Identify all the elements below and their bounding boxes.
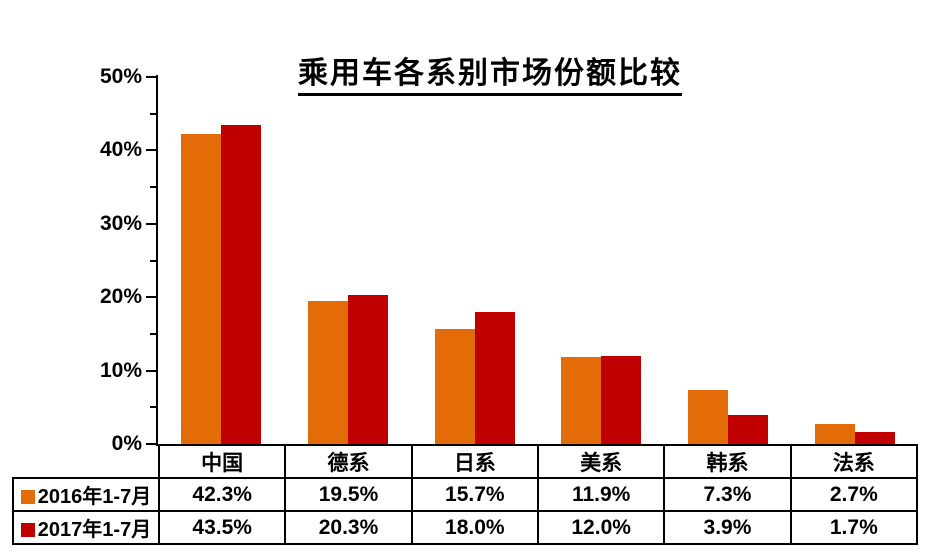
bar-series2-中国: [221, 124, 262, 444]
bar-series1-美系: [561, 356, 602, 444]
y-tick-label: 30%: [99, 211, 142, 235]
bar-series1-日系: [434, 328, 475, 444]
y-major-tick: [146, 76, 156, 78]
y-major-tick: [146, 369, 156, 372]
y-tick-label: 10%: [99, 358, 142, 382]
category-header-cell: 日系: [410, 444, 539, 479]
value-cell: 43.5%: [157, 510, 287, 545]
legend-swatch-icon: [20, 490, 35, 504]
value-cell: 19.5%: [284, 477, 413, 512]
y-major-tick: [146, 149, 156, 152]
chart-title: 乘用车各系别市场份额比较: [150, 48, 830, 96]
category-header-cell: 美系: [536, 444, 666, 479]
bar-series2-韩系: [728, 415, 768, 444]
value-cell: 20.3%: [284, 510, 413, 545]
bar-series1-中国: [181, 133, 222, 444]
value-cell: 12.0%: [536, 510, 666, 545]
value-cell: 15.7%: [410, 477, 539, 512]
y-minor-tick: [150, 259, 156, 262]
y-minor-tick: [150, 186, 156, 189]
legend-cell: 2017年1-7月: [12, 510, 160, 545]
table-row-series1: 2016年1-7月 42.3% 19.5% 15.7% 11.9% 7.3% 2.7%: [12, 477, 919, 512]
corner-cell: [13, 445, 159, 478]
table-row-series2: 2017年1-7月 43.5% 20.3% 18.0% 12.0% 3.9% 1.7%: [12, 510, 919, 545]
y-major-tick: [146, 222, 156, 225]
plot-area: [158, 77, 918, 444]
bar-series2-日系: [474, 311, 515, 444]
legend-label: 2017年1-7月: [37, 519, 152, 541]
bar-series2-美系: [601, 355, 642, 444]
y-tick-label: 50%: [99, 65, 142, 88]
y-axis-line: [156, 75, 158, 446]
bar-series1-德系: [308, 300, 348, 444]
data-table: 中国 德系 日系 美系 韩系 法系 2016年1-7月 42.3% 19.5% 15.7% 11.9…: [12, 444, 919, 545]
value-cell: 1.7%: [789, 510, 919, 545]
y-major-tick: [146, 443, 156, 445]
bar-series1-韩系: [688, 390, 728, 444]
y-tick-label: 40%: [99, 138, 142, 162]
y-minor-tick: [150, 112, 156, 115]
value-cell: 18.0%: [410, 510, 539, 545]
bar-series1-法系: [814, 424, 855, 444]
value-cell: 42.3%: [157, 477, 287, 512]
category-header-cell: 法系: [789, 444, 919, 479]
legend-swatch-icon: [20, 523, 35, 537]
category-header-cell: 中国: [157, 444, 287, 479]
value-cell: 3.9%: [663, 510, 792, 545]
chart-title-text: 乘用车各系别市场份额比较: [298, 48, 682, 96]
value-cell: 11.9%: [536, 477, 666, 512]
legend-cell: 2016年1-7月: [12, 477, 160, 512]
value-cell: 2.7%: [789, 477, 919, 512]
y-minor-tick: [150, 332, 156, 335]
bar-series2-法系: [854, 431, 895, 444]
y-tick-label: 20%: [99, 285, 142, 309]
bar-series2-德系: [348, 295, 388, 444]
value-cell: 7.3%: [663, 477, 792, 512]
y-minor-tick: [150, 406, 156, 409]
category-header-cell: 韩系: [663, 444, 792, 479]
legend-label: 2016年1-7月: [37, 486, 152, 508]
category-header-cell: 德系: [284, 444, 413, 479]
y-tick-label: 0%: [111, 432, 142, 455]
y-major-tick: [146, 296, 156, 299]
